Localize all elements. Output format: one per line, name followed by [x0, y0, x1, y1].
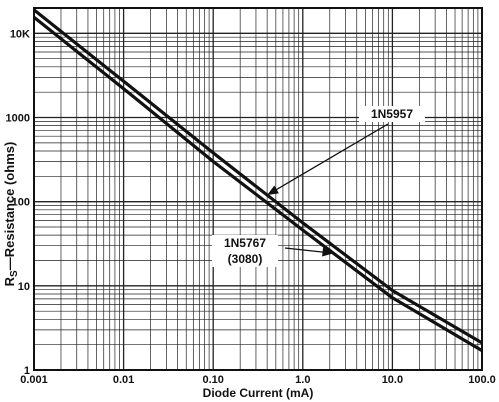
x-tick-label: 100.0	[468, 374, 496, 386]
x-tick-label: 10.0	[382, 374, 403, 386]
y-axis-label-main: R	[2, 276, 17, 286]
annotation-label: 1N5767	[224, 236, 266, 250]
annotation-arrowhead	[322, 247, 334, 257]
x-tick-labels: 0.001 0.01 0.10 1.0 10.0 100.0	[20, 374, 496, 386]
annotation-label: 1N5957	[371, 107, 413, 121]
y-tick-label: 100	[12, 197, 30, 209]
y-tick-label: 1	[24, 365, 30, 377]
y-axis-label-subscript: S	[9, 270, 20, 277]
x-tick-label: 0.001	[20, 374, 48, 386]
plot-frame	[33, 7, 483, 371]
series-line-1	[33, 8, 483, 345]
x-tick-label: 0.10	[202, 374, 223, 386]
annotation-label-bg	[359, 106, 425, 122]
y-axis-label: RS—Resistance (ohms)	[2, 142, 20, 287]
x-tick-label: 1.0	[295, 374, 310, 386]
y-tick-labels: 1 10 100 1000 10K	[6, 28, 31, 377]
y-tick-label: 1000	[6, 113, 30, 125]
series-layer	[33, 8, 483, 352]
y-tick-label: 10	[18, 281, 30, 293]
annotation-arrowhead	[267, 185, 279, 196]
x-tick-label: 0.01	[113, 374, 134, 386]
annotation-label-line2: (3080)	[228, 252, 263, 266]
annotation-layer: 1N5957 1N5767 (3080)	[212, 106, 425, 267]
x-axis-label: Diode Current (mA)	[203, 386, 314, 400]
annotation-arrow-line	[266, 123, 389, 196]
series-line-2	[33, 16, 483, 352]
y-axis-label-rest: —Resistance (ohms)	[2, 142, 17, 271]
y-tick-label: 10K	[10, 28, 30, 40]
annotation-label-bg	[212, 235, 278, 267]
